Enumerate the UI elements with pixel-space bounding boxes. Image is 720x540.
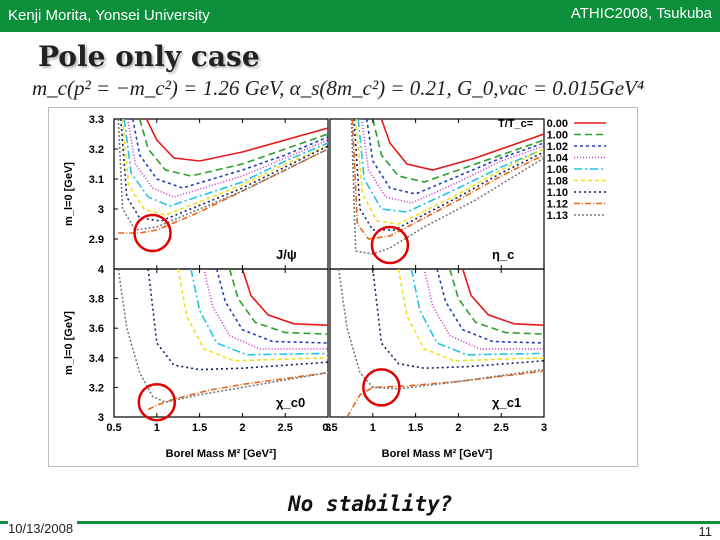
y-tick-label: 3.3: [89, 114, 104, 126]
series-line-1-06: [190, 269, 328, 356]
series-line-1-08: [397, 269, 544, 362]
series-line-1-08: [177, 269, 328, 362]
series-line-0-00: [241, 269, 328, 326]
series-line-0-00: [461, 269, 544, 326]
chart-frame: [48, 107, 638, 467]
x-tick-label: 1.5: [192, 422, 207, 434]
series-line-1-12: [147, 371, 328, 411]
y-tick-label: 3.8: [89, 294, 104, 306]
series-line-1-08: [354, 119, 544, 225]
slide-date: 10/13/2008: [8, 521, 78, 536]
series-line-1-08: [121, 119, 328, 216]
y-tick-label: 4: [98, 264, 105, 276]
borel-mass-chart: 2.9 3 3.1 3.2 3.3 m_l=0 [GeV] J/ψ η_c 3 3.2 3.4 3.6…: [48, 107, 638, 467]
x-axis-label: Borel Mass M² [GeV²]: [166, 448, 277, 460]
header-bar: Kenji Morita, Yonsei University ATHIC200…: [0, 0, 720, 32]
x-tick-label: 3: [325, 422, 331, 434]
series-line-1-06: [123, 119, 328, 207]
y-tick-label: 3: [98, 204, 104, 216]
x-tick-label: 2: [455, 422, 461, 434]
legend-label: 0.00: [547, 118, 568, 130]
x-tick-label: 0.5: [106, 422, 121, 434]
series-line-0-00: [145, 119, 328, 162]
legend-label: 1.02: [547, 141, 568, 153]
panel-name-label: η_c: [492, 247, 514, 262]
instability-circle: [133, 213, 172, 253]
panel-curves: [117, 269, 328, 411]
x-axis-label: Borel Mass M² [GeV²]: [382, 448, 493, 460]
x-tick-label: 1.5: [408, 422, 423, 434]
y-tick-label: 3: [98, 412, 104, 424]
series-line-1-02: [436, 269, 544, 344]
series-line-1-02: [215, 269, 328, 344]
series-line-1-12: [346, 370, 544, 417]
series-line-1-04: [360, 119, 544, 204]
legend-label: 1.08: [547, 176, 568, 188]
series-line-1-02: [366, 119, 544, 195]
series-line-1-04: [203, 269, 328, 350]
instability-circle: [370, 225, 410, 265]
legend-label: 1.00: [547, 130, 568, 142]
no-stability-note: No stability?: [288, 492, 453, 516]
x-tick-label: 1: [370, 422, 376, 434]
series-line-1-04: [423, 269, 544, 350]
panel-curves: [117, 119, 328, 234]
instability-circle: [137, 382, 177, 422]
series-line-1-13: [117, 119, 328, 231]
series-line-1-00: [138, 119, 328, 177]
y-tick-label: 2.9: [89, 234, 104, 246]
series-line-1-02: [132, 119, 328, 189]
x-tick-label: 3: [541, 422, 547, 434]
x-tick-label: 2.5: [278, 422, 293, 434]
legend-label: 1.13: [547, 210, 568, 222]
series-line-1-13: [350, 119, 544, 255]
y-tick-label: 3.4: [89, 353, 105, 365]
series-line-1-13: [117, 269, 328, 404]
series-line-1-04: [126, 119, 328, 198]
panel-curves: [337, 269, 544, 417]
series-line-1-00: [228, 269, 328, 335]
legend-label: 1.12: [547, 199, 568, 211]
parameter-formula: m_c(p² = −m_c²) = 1.26 GeV, α_s(8m_c²) =…: [32, 76, 645, 100]
series-line-1-12: [351, 119, 544, 240]
header-conference: ATHIC2008, Tsukuba: [570, 5, 712, 22]
series-line-0-00: [380, 119, 544, 171]
panel-curves: [350, 119, 544, 255]
series-line-1-06: [357, 119, 544, 213]
y-axis-label: m_l=0 [GeV]: [63, 162, 75, 226]
page-number: 11: [694, 524, 712, 539]
y-axis-label: m_l=0 [GeV]: [63, 311, 75, 375]
y-tick-label: 3.2: [89, 144, 104, 156]
legend-label: 1.10: [547, 187, 568, 199]
series-line-1-00: [449, 269, 544, 335]
series-line-1-10: [147, 269, 328, 371]
slide-title: Pole only case: [38, 40, 260, 73]
series-line-1-13: [337, 269, 544, 390]
legend-title: T/T_c=: [498, 118, 533, 130]
panel-name-label: χ_c0: [276, 395, 305, 410]
x-tick-label: 2: [239, 422, 245, 434]
x-tick-label: 0.5: [322, 422, 337, 434]
series-line-1-06: [410, 269, 544, 356]
panel-frame: [113, 268, 329, 418]
legend-label: 1.06: [547, 164, 568, 176]
series-line-1-00: [372, 119, 544, 183]
instability-circle: [362, 368, 401, 407]
panel-name-label: J/ψ: [276, 247, 297, 262]
y-tick-label: 3.6: [89, 323, 104, 335]
footer-bar: [0, 521, 720, 524]
y-tick-label: 3.1: [89, 174, 104, 186]
series-line-1-10: [353, 119, 544, 231]
x-tick-label: 2.5: [494, 422, 509, 434]
panel-name-label: χ_c1: [492, 395, 521, 410]
header-author: Kenji Morita, Yonsei University: [8, 7, 210, 24]
legend-label: 1.04: [547, 153, 569, 165]
x-tick-label: 1: [154, 422, 160, 434]
y-tick-label: 3.2: [89, 382, 104, 394]
